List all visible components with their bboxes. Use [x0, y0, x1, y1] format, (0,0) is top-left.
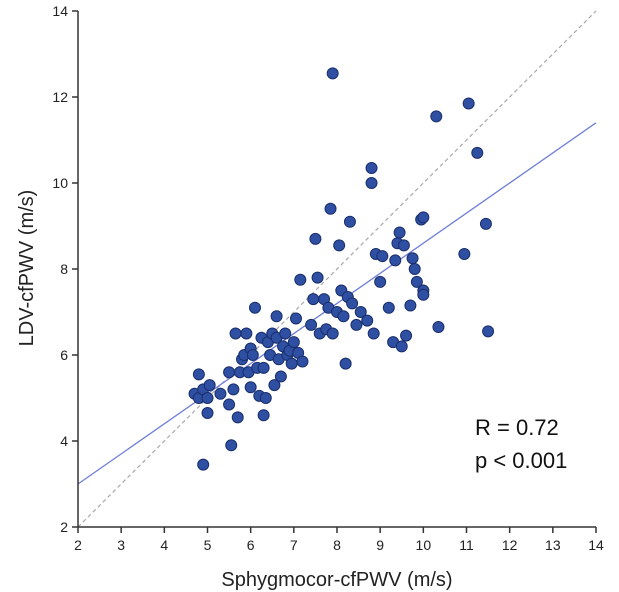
data-point — [201, 407, 214, 420]
data-point — [289, 312, 302, 325]
data-point — [410, 275, 423, 288]
data-point — [417, 288, 430, 301]
data-point — [343, 215, 356, 228]
data-point — [201, 392, 214, 404]
data-point — [346, 297, 359, 310]
data-point — [259, 392, 272, 404]
data-point — [354, 306, 367, 318]
identity-line — [77, 10, 597, 528]
data-point — [432, 321, 445, 334]
y-tick-label: 8 — [60, 261, 68, 277]
data-point — [311, 271, 324, 284]
data-point — [471, 146, 484, 159]
data-point — [225, 439, 238, 452]
data-point — [326, 67, 339, 80]
x-axis-label: Sphygmocor-cfPWV (m/s) — [221, 569, 452, 591]
x-tick-label: 11 — [459, 537, 474, 553]
data-point — [462, 97, 475, 110]
x-tick-label: 8 — [333, 537, 341, 553]
data-point — [393, 226, 406, 239]
data-point — [229, 327, 242, 340]
data-point — [279, 327, 292, 340]
ticks-layer: 2 3 4 5 6 7 8 9 10 11 12 13 14 2 4 6 8 10 12 14 — [52, 3, 604, 553]
data-point — [382, 301, 395, 314]
data-point — [223, 398, 236, 411]
y-tick-label: 10 — [52, 175, 68, 191]
data-point — [294, 273, 307, 286]
x-tick-label: 4 — [160, 537, 168, 553]
data-point — [339, 357, 352, 370]
data-point — [296, 355, 309, 368]
data-point — [367, 327, 380, 340]
data-point — [479, 217, 492, 230]
data-point — [374, 275, 387, 288]
data-point — [365, 161, 378, 174]
data-point — [389, 254, 402, 267]
x-tick-label: 10 — [416, 537, 432, 553]
data-point — [246, 349, 259, 361]
data-point — [430, 110, 443, 123]
y-tick-label: 2 — [60, 519, 68, 535]
data-point — [406, 252, 419, 265]
data-point — [482, 325, 495, 338]
data-point — [337, 310, 350, 323]
data-point — [203, 379, 216, 392]
lines-layer — [77, 10, 597, 528]
correlation-r-label: R = 0.72 — [475, 415, 559, 440]
data-point — [240, 327, 253, 340]
data-point — [458, 247, 471, 260]
data-point — [223, 366, 236, 379]
data-point — [404, 299, 417, 312]
data-point — [268, 379, 281, 392]
data-point — [397, 239, 410, 252]
data-point — [365, 177, 378, 189]
data-point — [361, 314, 374, 327]
x-tick-label: 9 — [376, 537, 384, 553]
data-point — [248, 301, 261, 314]
data-point — [309, 232, 322, 245]
data-point — [270, 310, 283, 323]
data-point — [257, 361, 270, 374]
x-tick-label: 3 — [117, 537, 125, 553]
y-tick-label: 12 — [52, 89, 68, 105]
data-point — [324, 202, 337, 215]
data-point — [287, 336, 300, 349]
x-tick-label: 7 — [290, 537, 298, 553]
data-point — [326, 327, 339, 340]
x-tick-label: 13 — [545, 537, 561, 553]
data-point — [214, 387, 227, 400]
data-point — [192, 368, 205, 381]
y-tick-label: 14 — [52, 3, 68, 19]
x-tick-label: 12 — [502, 537, 518, 553]
x-tick-label: 5 — [204, 537, 212, 553]
p-value-label: p < 0.001 — [475, 448, 567, 473]
x-tick-label: 2 — [74, 537, 82, 553]
data-point — [417, 211, 430, 224]
data-point — [376, 250, 389, 263]
y-tick-label: 4 — [60, 433, 68, 449]
data-point — [305, 318, 318, 331]
data-point — [350, 318, 363, 331]
y-axis-label: LDV-cfPWV (m/s) — [16, 190, 38, 347]
data-point — [400, 329, 413, 342]
data-point — [197, 458, 210, 471]
y-tick-label: 6 — [60, 347, 68, 363]
regression-line — [77, 122, 597, 485]
data-point — [408, 263, 421, 275]
data-point — [227, 383, 240, 396]
data-point — [244, 381, 257, 394]
data-point — [257, 409, 270, 422]
x-tick-label: 14 — [588, 537, 604, 553]
data-point — [395, 340, 408, 353]
data-point — [274, 370, 287, 383]
x-tick-label: 6 — [247, 537, 255, 553]
data-point — [307, 293, 320, 306]
data-point — [285, 357, 298, 370]
data-point — [333, 239, 346, 252]
data-point — [231, 411, 244, 424]
points-layer — [188, 67, 495, 471]
